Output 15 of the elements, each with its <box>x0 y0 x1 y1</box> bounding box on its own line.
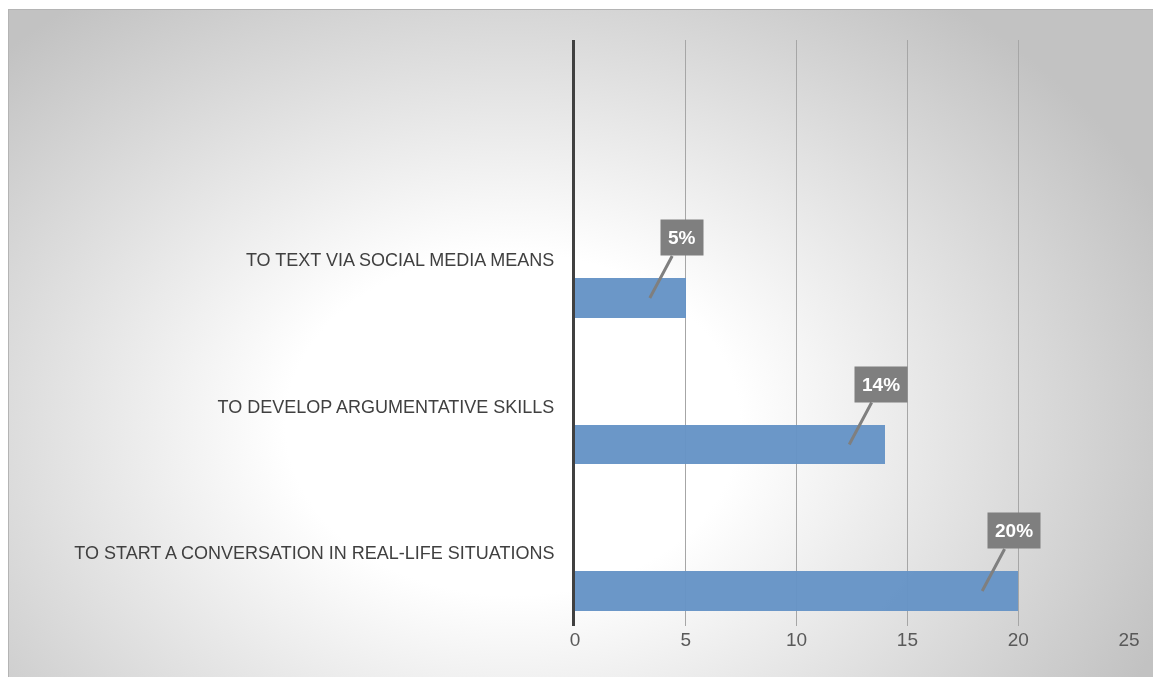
bar <box>575 571 1019 611</box>
y-tick-label: TO TEXT VIA SOCIAL MEDIA MEANS <box>245 250 555 271</box>
data-label: 5% <box>668 227 696 248</box>
data-label: 20% <box>995 520 1034 541</box>
x-tick-label: 15 <box>896 629 918 650</box>
x-tick-label: 0 <box>569 629 581 650</box>
data-label: 14% <box>862 374 901 395</box>
bar <box>575 278 686 318</box>
x-tick-label: 5 <box>680 629 692 650</box>
x-tick-label: 20 <box>1007 629 1029 650</box>
bar <box>575 424 886 465</box>
y-tick-label: TO START A CONVERSATION IN REAL-LIFE SITUATIONS <box>74 543 555 564</box>
x-tick-label: 25 <box>1118 629 1140 650</box>
x-tick-label: 10 <box>786 629 808 650</box>
y-tick-label: TO DEVELOP ARGUMENTATIVE SKILLS <box>217 396 555 417</box>
